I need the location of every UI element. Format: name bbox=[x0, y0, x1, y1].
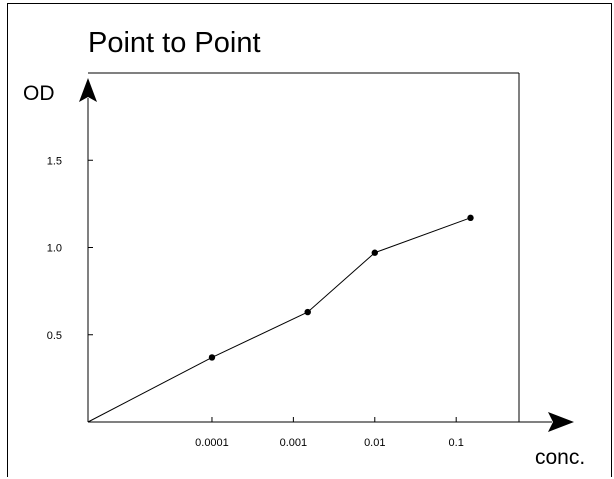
y-ticks: 0.5 1.0 1.5 bbox=[47, 155, 93, 342]
series-layer bbox=[87, 214, 474, 423]
data-point bbox=[304, 308, 311, 316]
y-tick-label: 0.5 bbox=[47, 330, 62, 342]
x-tick-label: 0.0001 bbox=[195, 437, 229, 449]
series-line bbox=[87, 217, 471, 423]
y-axis-arrow-icon bbox=[79, 78, 97, 102]
y-tick-label: 1.0 bbox=[47, 243, 62, 255]
x-ticks: 0.0001 0.001 0.01 0.1 bbox=[195, 417, 464, 449]
x-axis-label: conc. bbox=[535, 446, 585, 469]
x-tick-label: 0.001 bbox=[280, 437, 308, 449]
x-tick-label: 0.01 bbox=[364, 437, 385, 449]
x-tick-label: 0.1 bbox=[449, 437, 464, 449]
data-point bbox=[467, 214, 474, 222]
x-axis-arrow-icon bbox=[548, 412, 574, 432]
chart-title: Point to Point bbox=[88, 27, 261, 59]
data-point bbox=[208, 354, 216, 361]
data-point bbox=[371, 249, 378, 256]
y-axis-label: OD bbox=[23, 82, 55, 105]
chart-frame bbox=[7, 3, 612, 477]
y-tick-label: 1.5 bbox=[47, 155, 62, 167]
